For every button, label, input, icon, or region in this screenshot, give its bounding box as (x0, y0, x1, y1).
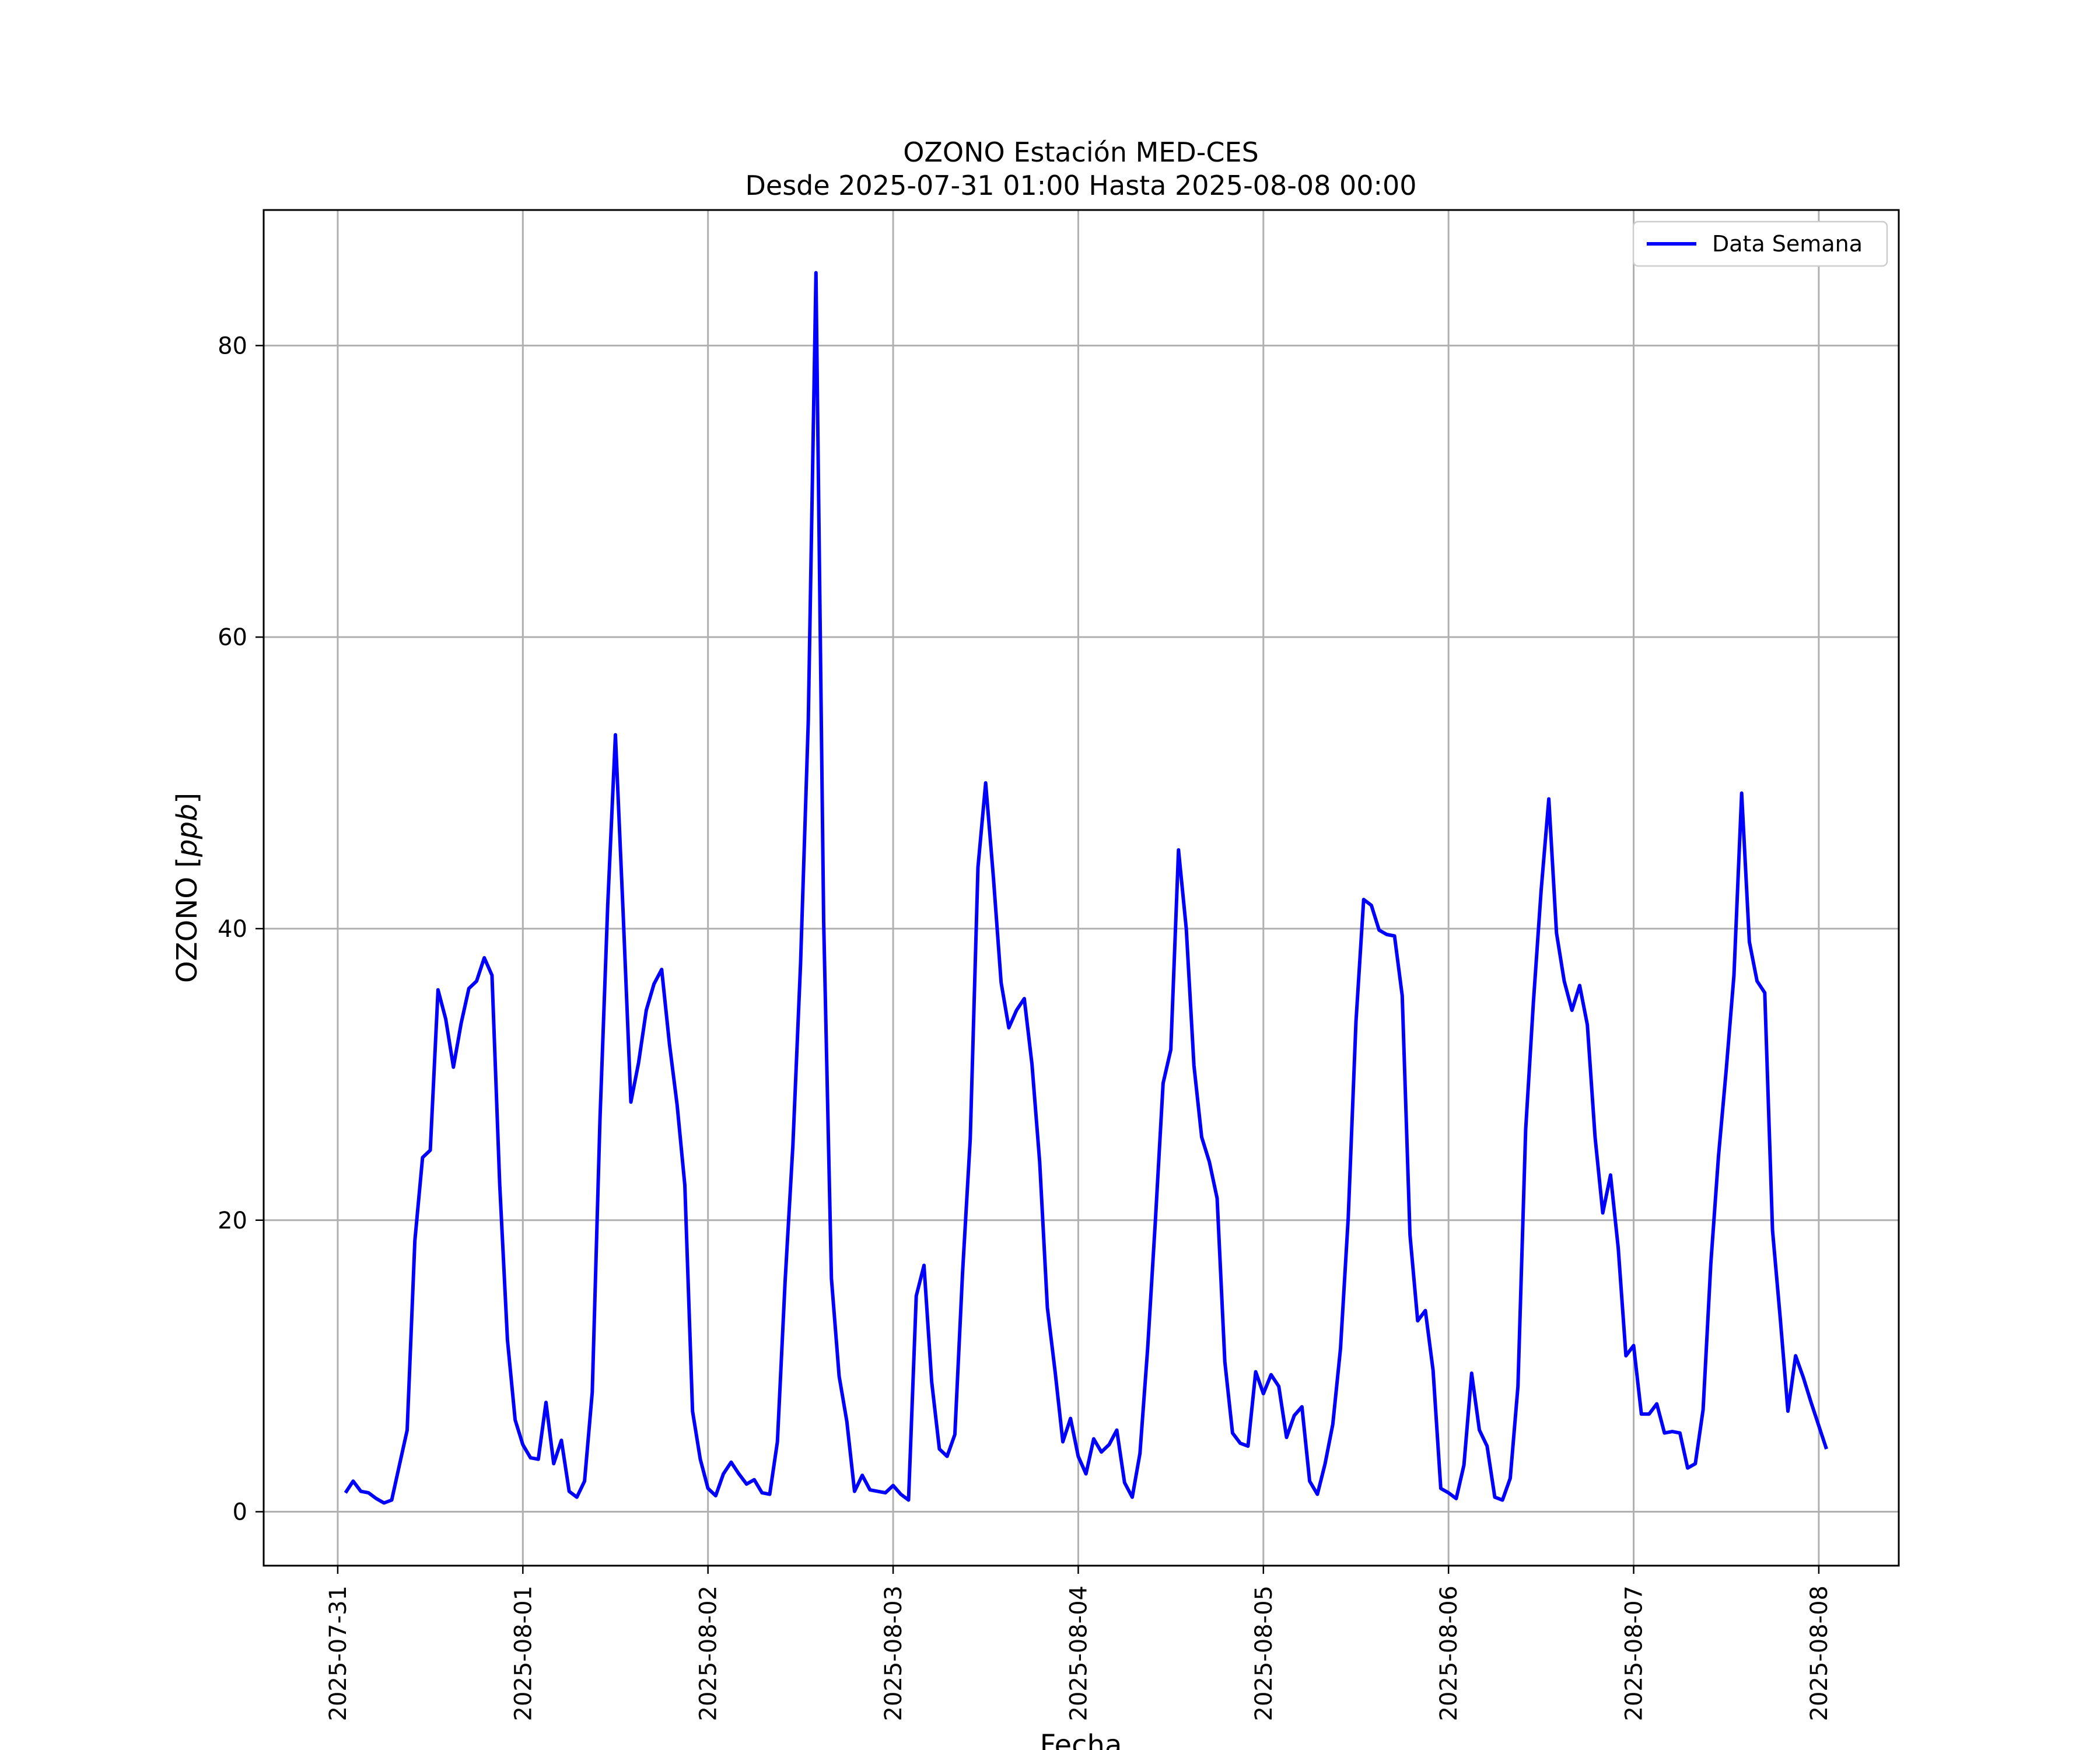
x-tick-label: 2025-08-02 (695, 1586, 722, 1721)
y-tick-label: 60 (218, 624, 247, 651)
x-tick-label: 2025-08-05 (1251, 1586, 1278, 1721)
series-line (344, 271, 1828, 1505)
y-tick-label: 80 (218, 332, 247, 359)
y-axis: 0 20 40 60 80 (218, 332, 264, 1526)
y-axis-label: OZONO [ppb] (171, 793, 204, 983)
y-tick-label: 20 (218, 1208, 247, 1234)
legend: Data Semana (1632, 220, 1888, 267)
chart-subtitle: Desde 2025-07-31 01:00 Hasta 2025-08-08 … (745, 170, 1416, 201)
axes-frame (262, 209, 1900, 1567)
x-tick-label: 2025-07-31 (325, 1586, 352, 1721)
y-axis-label-suffix: ] (171, 793, 204, 804)
legend-label: Data Semana (1712, 231, 1863, 257)
y-tick-label: 40 (218, 916, 247, 943)
y-axis-label-unit: ppb (171, 804, 204, 858)
x-axis-label: Fecha (1040, 1729, 1122, 1750)
y-axis-label-prefix: OZONO [ (171, 857, 204, 983)
x-tick-label: 2025-08-03 (880, 1586, 907, 1721)
chart-title: OZONO Estación MED-CES (903, 136, 1259, 168)
legend-box (1632, 220, 1888, 267)
grid (264, 210, 1899, 1566)
x-tick-label: 2025-08-04 (1065, 1586, 1092, 1721)
x-tick-label: 2025-08-01 (510, 1586, 537, 1721)
x-tick-label: 2025-08-08 (1806, 1586, 1833, 1721)
x-tick-label: 2025-08-06 (1436, 1586, 1462, 1721)
x-axis: 2025-07-31 2025-08-01 2025-08-02 2025-08-03… (325, 1566, 1833, 1721)
x-tick-label: 2025-08-07 (1621, 1586, 1648, 1721)
y-tick-label: 0 (233, 1499, 247, 1526)
series-layer (344, 271, 1828, 1505)
